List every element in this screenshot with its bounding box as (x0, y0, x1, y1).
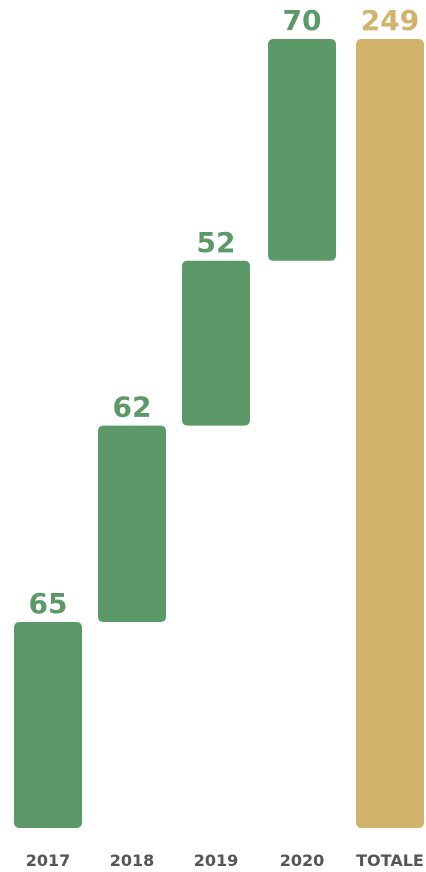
category-label-2019: 2019 (194, 851, 239, 870)
value-label-2017: 65 (29, 587, 68, 620)
bar-2020 (268, 39, 336, 261)
bar-2019 (182, 261, 250, 426)
category-label-2020: 2020 (280, 851, 325, 870)
category-labels-group: 2017 2018 2019 2020 TOTALE (26, 851, 424, 870)
bar-totale (356, 39, 424, 828)
bars-group (14, 39, 424, 828)
category-label-2017: 2017 (26, 851, 71, 870)
value-label-2019: 52 (197, 226, 236, 259)
value-label-2020: 70 (283, 4, 322, 37)
bar-2017 (14, 622, 82, 828)
bar-2018 (98, 426, 166, 622)
category-label-2018: 2018 (110, 851, 155, 870)
category-label-totale: TOTALE (356, 851, 424, 870)
value-label-totale: 249 (361, 4, 419, 37)
value-label-2018: 62 (113, 391, 152, 424)
